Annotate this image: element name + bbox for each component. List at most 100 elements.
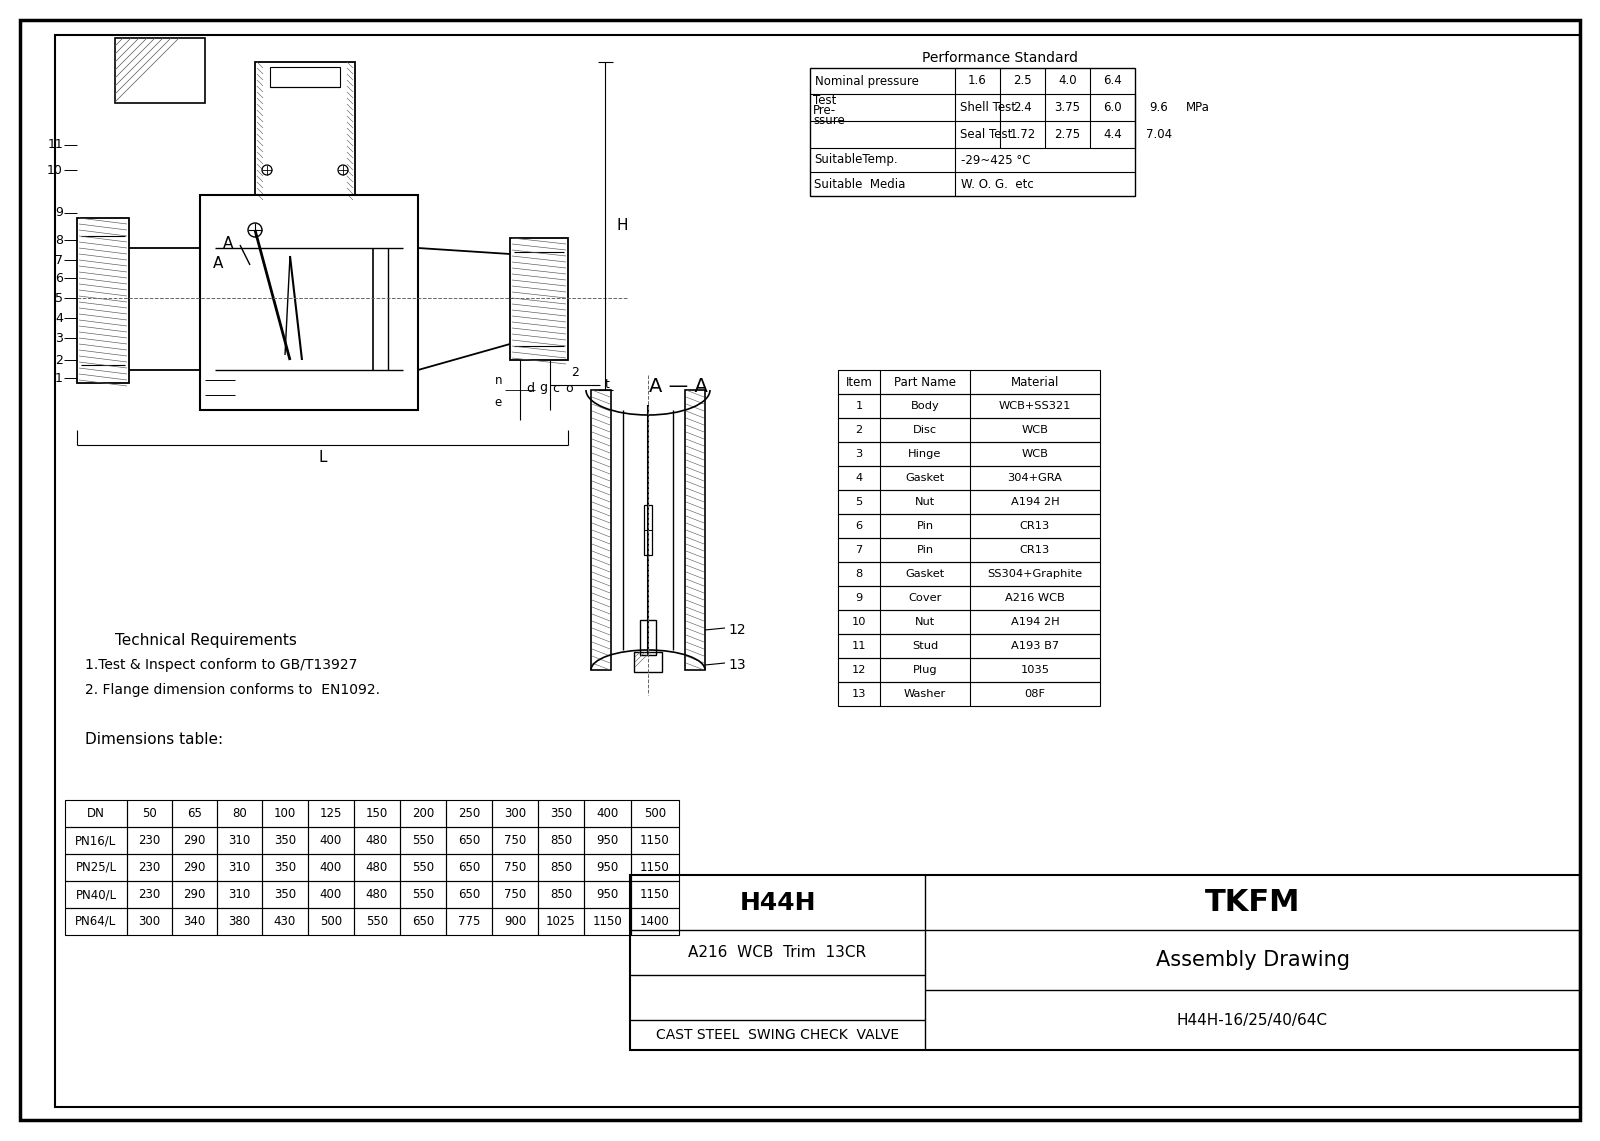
Text: Plug: Plug <box>912 665 938 675</box>
Bar <box>446 881 493 908</box>
Bar <box>126 827 173 853</box>
Text: L: L <box>318 450 326 464</box>
Text: 310: 310 <box>229 834 251 847</box>
Bar <box>446 827 493 853</box>
Text: 250: 250 <box>458 807 480 820</box>
Text: 6.0: 6.0 <box>1102 102 1122 114</box>
Bar <box>493 827 538 853</box>
Text: 1025: 1025 <box>546 915 576 928</box>
Text: 775: 775 <box>458 915 480 928</box>
Bar <box>838 563 1101 586</box>
Bar <box>354 827 400 853</box>
Bar <box>538 881 584 908</box>
Bar <box>173 908 218 934</box>
Text: 300: 300 <box>504 807 526 820</box>
Text: SuitableTemp.: SuitableTemp. <box>814 154 898 167</box>
Text: 3.75: 3.75 <box>1054 102 1080 114</box>
Text: 5: 5 <box>856 497 862 507</box>
Text: Test: Test <box>813 95 837 107</box>
Text: 8: 8 <box>856 569 862 578</box>
Text: W. O. G.  etc: W. O. G. etc <box>962 178 1034 191</box>
Bar <box>584 853 630 881</box>
Bar <box>66 800 126 827</box>
Text: 650: 650 <box>458 834 480 847</box>
Text: Performance Standard: Performance Standard <box>922 51 1078 65</box>
Bar <box>173 853 218 881</box>
Text: 100: 100 <box>274 807 296 820</box>
Text: 6: 6 <box>54 272 62 284</box>
Text: 1150: 1150 <box>640 834 670 847</box>
Text: 1.Test & Inspect conform to GB/T13927: 1.Test & Inspect conform to GB/T13927 <box>85 658 357 672</box>
Text: WCB+SS321: WCB+SS321 <box>998 400 1070 411</box>
Text: PN25/L: PN25/L <box>75 861 117 874</box>
Bar <box>493 881 538 908</box>
Bar <box>66 827 126 853</box>
Bar <box>218 827 262 853</box>
Bar <box>584 908 630 934</box>
Text: 200: 200 <box>411 807 434 820</box>
Text: Suitable  Media: Suitable Media <box>814 178 906 191</box>
Bar <box>493 853 538 881</box>
Bar <box>262 881 307 908</box>
Text: 290: 290 <box>184 888 206 901</box>
Bar <box>400 908 446 934</box>
Text: CAST STEEL  SWING CHECK  VALVE: CAST STEEL SWING CHECK VALVE <box>656 1028 899 1042</box>
Bar <box>262 908 307 934</box>
Bar <box>66 853 126 881</box>
Bar <box>354 881 400 908</box>
Bar <box>126 908 173 934</box>
Text: 1150: 1150 <box>640 861 670 874</box>
Bar <box>493 908 538 934</box>
Text: 300: 300 <box>139 915 160 928</box>
Text: Nut: Nut <box>915 497 934 507</box>
Text: 950: 950 <box>597 888 619 901</box>
Text: 650: 650 <box>458 861 480 874</box>
Bar <box>115 38 205 103</box>
Text: 350: 350 <box>550 807 573 820</box>
Bar <box>838 489 1101 513</box>
Bar <box>538 800 584 827</box>
Text: 2: 2 <box>54 354 62 366</box>
Text: 1.6: 1.6 <box>968 74 987 88</box>
Text: Item: Item <box>845 375 872 388</box>
Text: Washer: Washer <box>904 689 946 699</box>
Bar <box>218 881 262 908</box>
Text: 12: 12 <box>728 623 746 637</box>
Text: 750: 750 <box>504 834 526 847</box>
Text: 08F: 08F <box>1024 689 1045 699</box>
Text: 4.0: 4.0 <box>1058 74 1077 88</box>
Text: PN64/L: PN64/L <box>75 915 117 928</box>
Text: 230: 230 <box>138 861 160 874</box>
Text: -29~425 °C: -29~425 °C <box>962 154 1030 167</box>
Text: Dimensions table:: Dimensions table: <box>85 733 222 747</box>
Text: 850: 850 <box>550 861 573 874</box>
Text: PN16/L: PN16/L <box>75 834 117 847</box>
Text: H44H-16/25/40/64C: H44H-16/25/40/64C <box>1178 1012 1328 1028</box>
Bar <box>262 800 307 827</box>
Bar <box>307 853 354 881</box>
Text: 1.72: 1.72 <box>1010 128 1035 141</box>
Text: CR13: CR13 <box>1019 521 1050 531</box>
Bar <box>446 853 493 881</box>
Text: A194 2H: A194 2H <box>1011 497 1059 507</box>
Bar <box>354 908 400 934</box>
Bar <box>838 513 1101 539</box>
Text: 1: 1 <box>856 400 862 411</box>
Text: 900: 900 <box>504 915 526 928</box>
Text: 2.75: 2.75 <box>1054 128 1080 141</box>
Text: 50: 50 <box>142 807 157 820</box>
Text: 7: 7 <box>54 253 62 267</box>
Text: 400: 400 <box>597 807 619 820</box>
Bar <box>838 610 1101 634</box>
Bar <box>493 800 538 827</box>
Bar <box>173 881 218 908</box>
Bar <box>218 908 262 934</box>
Text: Nut: Nut <box>915 617 934 628</box>
Text: 150: 150 <box>366 807 389 820</box>
Bar <box>400 853 446 881</box>
Text: WCB: WCB <box>1021 450 1048 459</box>
Text: 4: 4 <box>54 311 62 324</box>
Bar <box>354 853 400 881</box>
Bar <box>307 800 354 827</box>
Bar <box>630 853 678 881</box>
